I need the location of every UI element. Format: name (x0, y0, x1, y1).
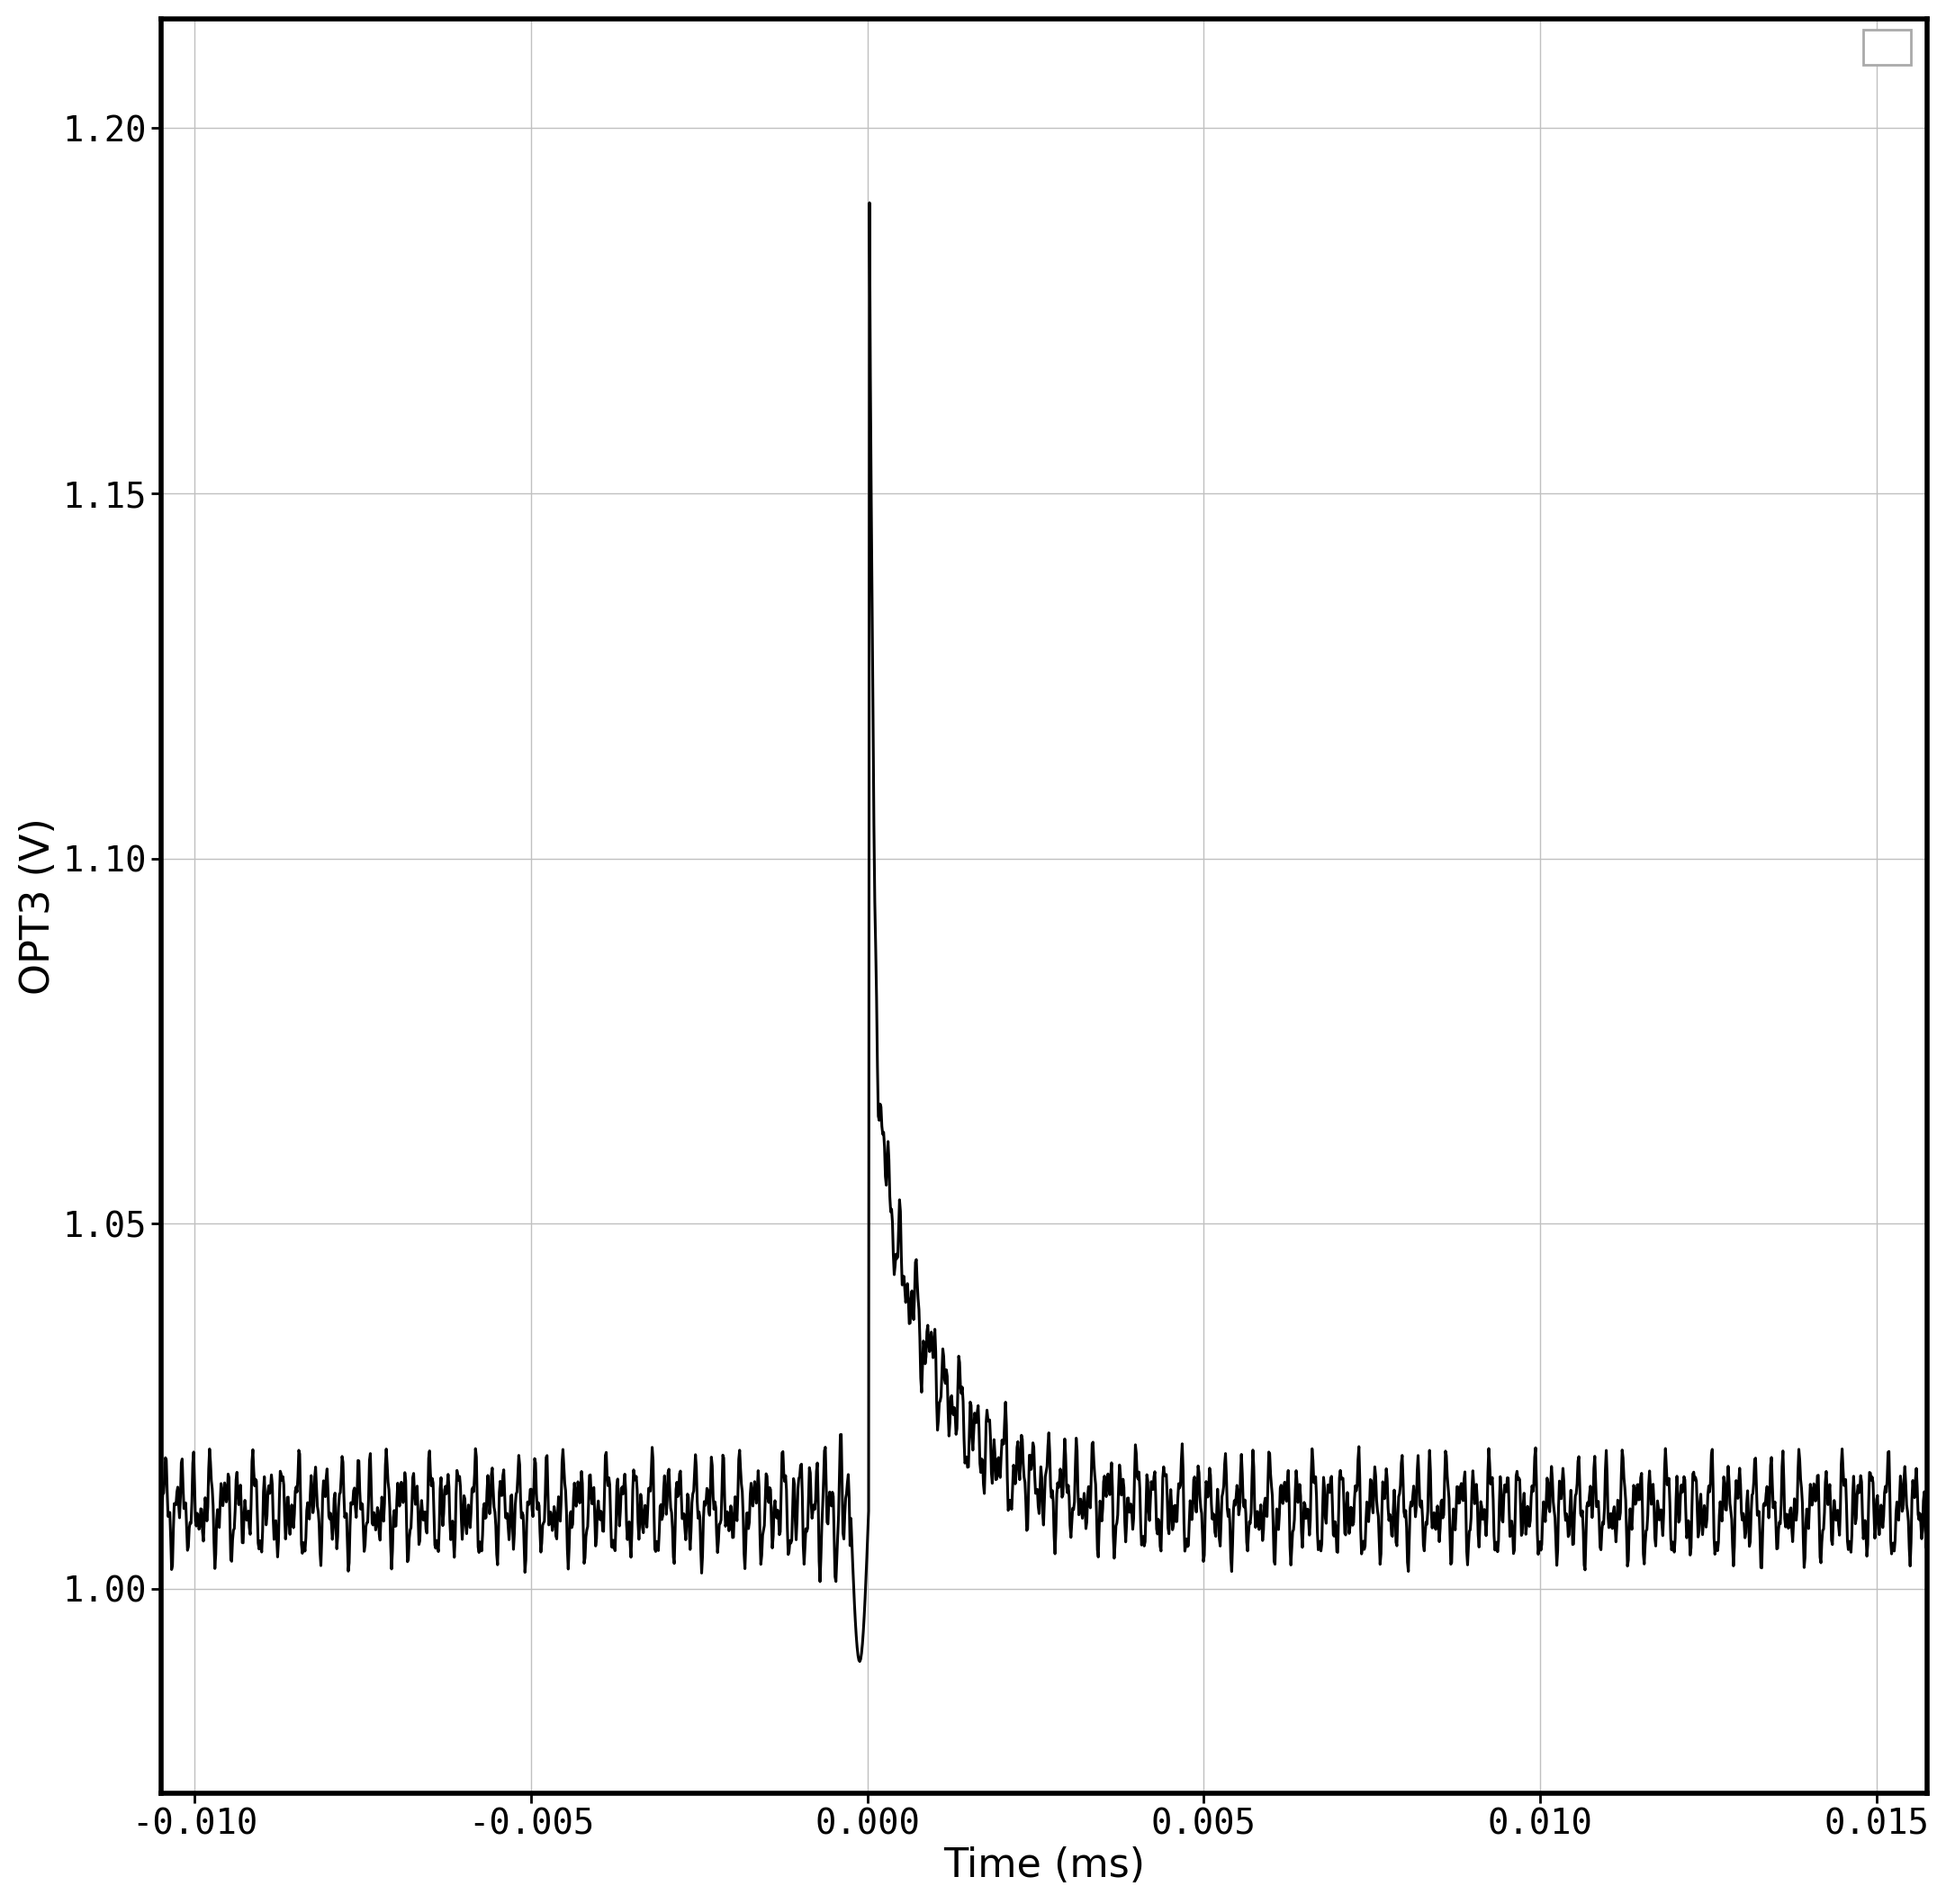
Y-axis label: OPT3 (V): OPT3 (V) (20, 817, 57, 994)
Bar (1863, 29, 1912, 65)
X-axis label: Time (ms): Time (ms) (942, 1847, 1146, 1885)
